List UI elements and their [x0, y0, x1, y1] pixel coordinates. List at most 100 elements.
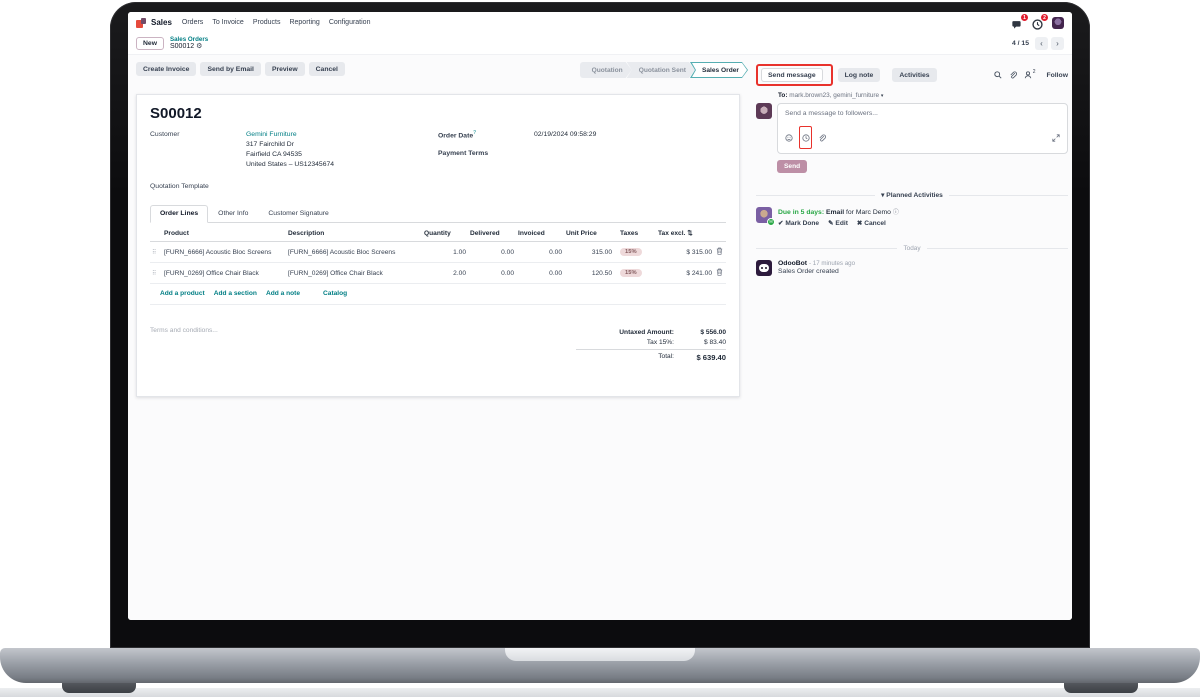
pager-prev-button[interactable]: ‹	[1035, 37, 1048, 50]
tax-badge: 15%	[620, 248, 642, 257]
payment-terms-label: Payment Terms	[438, 150, 489, 158]
add-a-section-link[interactable]: Add a section	[213, 290, 257, 298]
today-label: Today	[903, 245, 921, 252]
order-date-label: Order Date	[438, 132, 474, 140]
col-invoiced[interactable]: Invoiced	[516, 225, 564, 243]
odoobot-avatar	[756, 260, 772, 276]
tab-customer-signature[interactable]: Customer Signature	[268, 210, 329, 218]
create-invoice-button[interactable]: Create Invoice	[136, 62, 197, 76]
catalog-link[interactable]: Catalog	[323, 290, 348, 298]
send-message-button[interactable]: Send message	[761, 68, 823, 82]
activity-type: Email	[825, 209, 845, 216]
control-panel: New Sales Orders S00012 ⚙ 4 / 15 ‹ ›	[128, 33, 1072, 55]
sort-icon[interactable]: ⇅	[687, 230, 693, 238]
send-by-email-button[interactable]: Send by Email	[200, 62, 261, 76]
status-quotation[interactable]: Quotation	[580, 62, 632, 78]
status-quotation-sent[interactable]: Quotation Sent	[627, 62, 695, 78]
activity-due: Due in 5 days:	[778, 209, 825, 216]
col-quantity[interactable]: Quantity	[422, 225, 468, 243]
message-author[interactable]: OdooBot	[778, 260, 808, 267]
activities-clock-icon[interactable]: 2	[1032, 14, 1048, 30]
nav-item-configuration[interactable]: Configuration	[328, 19, 371, 26]
order-title: S00012	[150, 105, 202, 122]
drag-handle-icon[interactable]: ⠿	[152, 270, 157, 277]
message-composer: Send a message to followers...	[756, 103, 1068, 154]
nav-item-products[interactable]: Products	[252, 19, 281, 26]
attach-file-icon[interactable]	[818, 129, 826, 147]
chatter: Send message Log note Activities 2 Follo…	[750, 55, 1072, 620]
untaxed-value: $ 556.00	[700, 328, 726, 336]
tax-badge: 15%	[620, 269, 642, 278]
quotation-template-label: Quotation Template	[150, 183, 209, 191]
planned-activities-header[interactable]: ▾ Planned Activities	[881, 192, 943, 199]
customer-link[interactable]: Gemini Furniture	[246, 131, 297, 138]
order-date-hint: ?	[473, 130, 477, 136]
cancel-button[interactable]: Cancel	[308, 62, 345, 76]
order-line-row[interactable]: ⠿ [FURN_0269] Office Chair Black [FURN_0…	[150, 262, 726, 285]
delete-line-icon[interactable]	[714, 241, 726, 264]
laptop-screen: Sales Orders To Invoice Products Reporti…	[128, 12, 1072, 620]
customer-address-line3: United States – US12345674	[246, 161, 335, 169]
tab-other-info[interactable]: Other Info	[218, 210, 249, 218]
tutorial-highlight-schedule	[799, 126, 812, 149]
delete-line-icon[interactable]	[714, 262, 726, 285]
emoji-icon[interactable]	[785, 129, 793, 147]
col-description[interactable]: Description	[286, 225, 422, 243]
schedule-message-clock-icon[interactable]	[801, 129, 810, 147]
breadcrumb: Sales Orders S00012 ⚙	[170, 36, 208, 51]
col-unit-price[interactable]: Unit Price	[564, 225, 614, 243]
user-avatar[interactable]	[1052, 16, 1064, 29]
col-subtotal[interactable]: Tax excl. ⇅	[656, 225, 714, 243]
cancel-activity-button[interactable]: ✖ Cancel	[856, 220, 886, 227]
recipients-dropdown-icon[interactable]: ▾	[880, 93, 884, 99]
edit-activity-button[interactable]: ✎ Edit	[828, 220, 848, 227]
follow-button[interactable]: Follow	[1046, 71, 1068, 79]
odoo-logo-icon[interactable]	[136, 17, 146, 28]
nav-item-to-invoice[interactable]: To Invoice	[212, 19, 244, 26]
today-divider: Today	[756, 245, 1068, 252]
add-a-product-link[interactable]: Add a product	[160, 290, 205, 298]
pager-next-button[interactable]: ›	[1051, 37, 1064, 50]
expand-composer-icon[interactable]	[1052, 129, 1060, 147]
attachments-icon[interactable]	[1009, 66, 1017, 84]
order-line-row[interactable]: ⠿ [FURN_6666] Acoustic Bloc Screens [FUR…	[150, 241, 726, 264]
laptop-foot-left	[62, 683, 136, 693]
terms-placeholder[interactable]: Terms and conditions...	[150, 327, 218, 335]
order-date-value[interactable]: 02/19/2024 09:58:29	[534, 131, 597, 138]
add-a-note-link[interactable]: Add a note	[265, 290, 301, 298]
log-note-button[interactable]: Log note	[837, 68, 881, 82]
app-menu-sales[interactable]: Sales	[151, 18, 172, 27]
send-button[interactable]: Send	[777, 160, 808, 173]
messages-badge: 1	[1021, 14, 1028, 21]
col-product[interactable]: Product	[162, 225, 286, 243]
activity-item: ✉ Due in 5 days: Email for Marc Demo ⓘ ✔…	[756, 207, 1068, 227]
statusbar: Quotation Quotation Sent Sales Order	[580, 62, 748, 78]
new-button[interactable]: New	[136, 37, 164, 50]
nav-item-orders[interactable]: Orders	[181, 19, 204, 26]
col-delivered[interactable]: Delivered	[468, 225, 516, 243]
recipients: mark.brown23, gemini_furniture	[789, 92, 880, 99]
composer-input[interactable]: Send a message to followers...	[785, 110, 878, 117]
pager-count: 4 / 15	[1011, 40, 1029, 47]
preview-button[interactable]: Preview	[264, 62, 305, 76]
info-icon[interactable]: ⓘ	[892, 210, 899, 216]
customer-label: Customer	[150, 131, 180, 138]
activities-button[interactable]: Activities	[892, 68, 937, 82]
customer-address-line2: Fairfield CA 94535	[246, 151, 302, 159]
sale-order-form-sheet: S00012 Customer Gemini Furniture 317 Fai…	[136, 94, 740, 397]
tab-order-lines[interactable]: Order Lines	[150, 205, 209, 224]
breadcrumb-parent[interactable]: Sales Orders	[169, 35, 209, 43]
search-messages-icon[interactable]	[994, 66, 1002, 84]
mark-done-button[interactable]: ✔ Mark Done	[778, 220, 820, 227]
drag-handle-icon[interactable]: ⠿	[152, 249, 157, 256]
followers-icon[interactable]: 2	[1024, 66, 1035, 84]
recipients-line: To: mark.brown23, gemini_furniture ▾	[778, 92, 1068, 99]
composer-avatar	[756, 103, 772, 119]
total-value: $ 639.40	[696, 353, 726, 363]
status-sales-order[interactable]: Sales Order	[690, 62, 748, 78]
col-taxes[interactable]: Taxes	[614, 225, 656, 243]
gear-icon[interactable]: ⚙	[196, 43, 203, 51]
nav-item-reporting[interactable]: Reporting	[289, 19, 320, 26]
messages-icon[interactable]: 1	[1012, 14, 1028, 29]
laptop-foot-right	[1064, 683, 1138, 693]
